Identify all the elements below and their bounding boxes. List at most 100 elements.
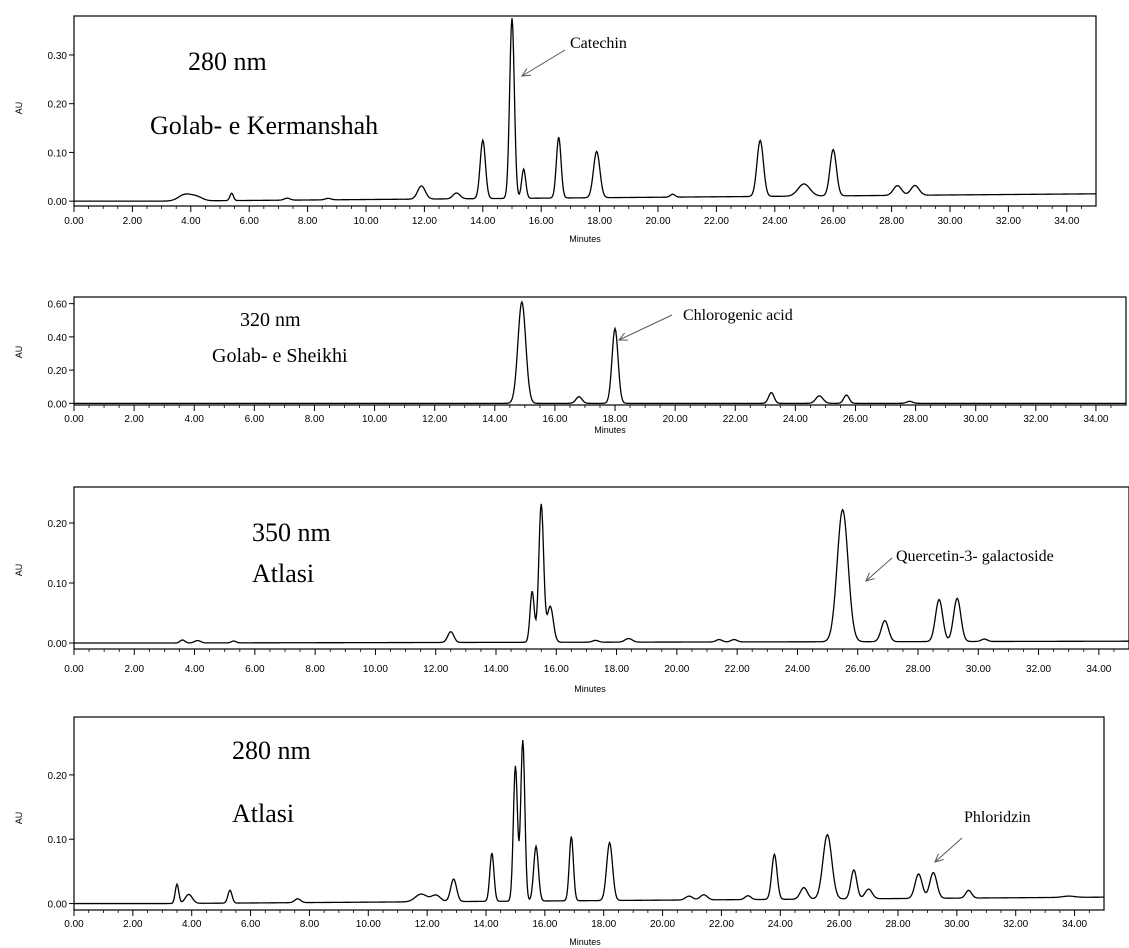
y-tick-label: 0.20 (48, 519, 68, 530)
y-tick-label: 0.00 (48, 197, 68, 208)
x-tick-label: 32.00 (1023, 414, 1048, 425)
x-axis-label: Minutes (574, 684, 606, 694)
x-tick-label: 18.00 (591, 919, 616, 930)
x-tick-label: 30.00 (963, 414, 988, 425)
cultivar-label: Atlasi (232, 799, 294, 828)
x-tick-label: 6.00 (245, 664, 265, 675)
x-tick-label: 2.00 (123, 216, 143, 227)
x-tick-label: 20.00 (664, 664, 689, 675)
x-tick-label: 4.00 (182, 919, 202, 930)
x-tick-label: 32.00 (996, 216, 1021, 227)
plot-frame (73, 716, 1105, 911)
x-tick-label: 16.00 (544, 664, 569, 675)
y-tick-label: 0.00 (48, 900, 68, 911)
x-tick-label: 22.00 (725, 664, 750, 675)
x-tick-label: 32.00 (1026, 664, 1051, 675)
x-tick-label: 2.00 (123, 919, 143, 930)
y-tick-label: 0.20 (48, 366, 68, 377)
x-tick-label: 2.00 (124, 414, 144, 425)
x-tick-label: 30.00 (937, 216, 962, 227)
x-tick-label: 18.00 (604, 664, 629, 675)
chromatogram-panel-280nm-golab-e-kermanshah: AU Minutes 280 nm Golab- e Kermanshah Ca… (14, 15, 1097, 244)
x-tick-label: 0.00 (64, 664, 84, 675)
x-tick-label: 32.00 (1003, 919, 1028, 930)
y-tick-label: 0.20 (48, 771, 68, 782)
peak-annotation: Quercetin-3- galactoside (896, 548, 1054, 565)
x-tick-label: 34.00 (1054, 216, 1079, 227)
x-tick-label: 22.00 (709, 919, 734, 930)
wavelength-label: 350 nm (252, 518, 331, 547)
y-tick-label: 0.10 (48, 579, 68, 590)
y-axis-label: AU (14, 346, 24, 359)
peak-annotation: Chlorogenic acid (683, 307, 793, 324)
x-tick-label: 10.00 (356, 919, 381, 930)
x-tick-label: 8.00 (300, 919, 320, 930)
annotation-arrow (521, 49, 566, 77)
x-tick-label: 4.00 (185, 664, 205, 675)
y-tick-label: 0.40 (48, 333, 68, 344)
x-tick-label: 6.00 (245, 414, 265, 425)
x-tick-label: 22.00 (704, 216, 729, 227)
annotation-arrow (618, 314, 673, 341)
x-tick-label: 14.00 (470, 216, 495, 227)
x-tick-label: 10.00 (362, 414, 387, 425)
cultivar-label: Atlasi (252, 559, 314, 588)
x-tick-label: 18.00 (603, 414, 628, 425)
wavelength-label: 280 nm (188, 47, 267, 76)
chromatogram-trace (74, 503, 1129, 644)
x-tick-label: 10.00 (353, 216, 378, 227)
annotation-arrow (865, 557, 893, 582)
x-tick-label: 24.00 (768, 919, 793, 930)
plot-frame (73, 486, 1129, 650)
y-tick-label: 0.00 (48, 639, 68, 650)
x-tick-label: 16.00 (529, 216, 554, 227)
chromatogram-panel-280nm-atlasi: AU Minutes 280 nm Atlasi Phloridzin 0.00… (14, 716, 1105, 947)
x-tick-label: 20.00 (663, 414, 688, 425)
annotation-arrowhead (521, 68, 532, 77)
x-tick-label: 16.00 (542, 414, 567, 425)
chromatogram-trace (74, 300, 1126, 404)
x-tick-label: 2.00 (125, 664, 145, 675)
x-tick-label: 24.00 (783, 414, 808, 425)
y-tick-label: 0.00 (48, 399, 68, 410)
x-tick-label: 26.00 (843, 414, 868, 425)
x-axis-label: Minutes (569, 234, 601, 244)
x-tick-label: 4.00 (184, 414, 204, 425)
x-tick-label: 30.00 (966, 664, 991, 675)
x-tick-label: 24.00 (762, 216, 787, 227)
x-tick-label: 0.00 (64, 216, 84, 227)
x-tick-label: 4.00 (181, 216, 201, 227)
x-tick-label: 24.00 (785, 664, 810, 675)
x-tick-label: 26.00 (827, 919, 852, 930)
chromatogram-trace (74, 18, 1097, 202)
y-tick-label: 0.10 (48, 148, 68, 159)
x-tick-label: 34.00 (1062, 919, 1087, 930)
x-tick-label: 18.00 (587, 216, 612, 227)
x-tick-label: 20.00 (645, 216, 670, 227)
cultivar-label: Golab- e Sheikhi (212, 345, 348, 367)
cultivar-label: Golab- e Kermanshah (150, 111, 378, 140)
x-tick-label: 10.00 (363, 664, 388, 675)
wavelength-label: 320 nm (240, 309, 301, 331)
x-tick-label: 20.00 (650, 919, 675, 930)
x-tick-label: 12.00 (423, 664, 448, 675)
y-tick-label: 0.10 (48, 835, 68, 846)
x-tick-label: 8.00 (305, 414, 325, 425)
x-tick-label: 0.00 (64, 919, 84, 930)
x-tick-label: 12.00 (412, 216, 437, 227)
annotation-arrowhead (865, 572, 875, 582)
x-tick-label: 12.00 (422, 414, 447, 425)
y-tick-label: 0.30 (48, 51, 68, 62)
x-tick-label: 28.00 (903, 414, 928, 425)
chromatogram-trace (74, 739, 1105, 905)
x-tick-label: 14.00 (482, 414, 507, 425)
x-tick-label: 16.00 (532, 919, 557, 930)
x-tick-label: 6.00 (241, 919, 261, 930)
x-tick-label: 28.00 (879, 216, 904, 227)
x-tick-label: 6.00 (239, 216, 259, 227)
x-axis-label: Minutes (569, 937, 601, 947)
chromatogram-panel-320nm-golab-e-sheikhi: AU Minutes 320 nm Golab- e Sheikhi Chlor… (14, 296, 1127, 435)
chromatogram-panel-350nm-atlasi: AU Minutes 350 nm Atlasi Quercetin-3- ga… (14, 486, 1129, 694)
wavelength-label: 280 nm (232, 736, 311, 765)
